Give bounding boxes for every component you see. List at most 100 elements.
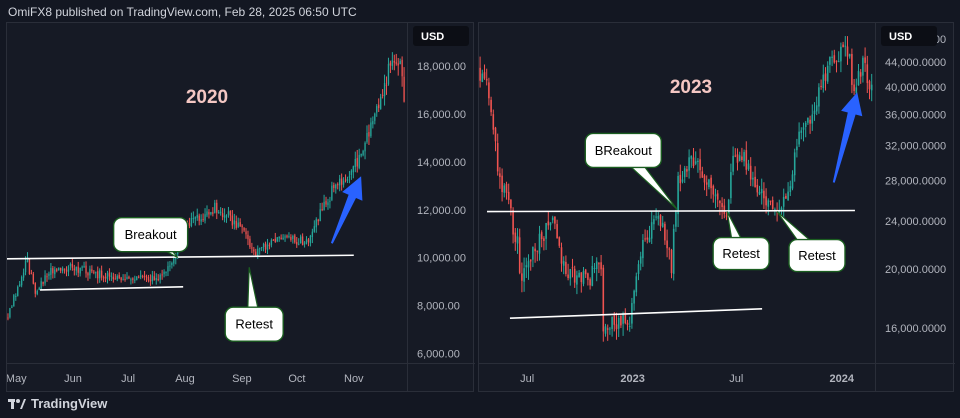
candle-body: [200, 219, 202, 222]
candle-body: [848, 54, 851, 57]
candle-body: [194, 217, 196, 219]
candle-body: [100, 270, 103, 278]
candle-body: [130, 279, 132, 281]
candle-body: [15, 295, 17, 297]
candle-body: [149, 279, 152, 282]
candle-body: [752, 177, 754, 180]
trend-arrow[interactable]: [832, 92, 863, 183]
candle: [204, 208, 206, 224]
candle-body: [85, 265, 87, 274]
candle-body: [719, 200, 721, 204]
candle-body: [59, 268, 62, 271]
candle: [218, 209, 220, 214]
candle: [534, 243, 536, 263]
candle: [282, 234, 284, 241]
candle-body: [481, 73, 484, 82]
y-tick-label: 44,000.0000: [885, 57, 946, 69]
candle-body: [483, 72, 486, 79]
support-line[interactable]: [509, 308, 763, 319]
candle-body: [44, 275, 46, 284]
candle-body: [690, 155, 693, 159]
candle: [385, 76, 388, 95]
candle-body: [260, 247, 263, 249]
candle: [221, 208, 224, 221]
candle-body: [325, 200, 327, 205]
candle: [354, 151, 356, 173]
candle-body: [385, 84, 388, 86]
candle: [196, 208, 198, 221]
candle: [791, 170, 794, 191]
candle-body: [276, 237, 278, 242]
callout-breakout[interactable]: BReakout: [584, 132, 678, 210]
candle-body: [112, 276, 115, 280]
candle-body: [139, 275, 142, 277]
currency-badge[interactable]: USD: [413, 26, 469, 46]
callout-retest[interactable]: Retest: [712, 211, 770, 271]
candle: [584, 268, 587, 278]
candle: [19, 281, 21, 287]
candle-body: [278, 236, 280, 239]
callout-retest[interactable]: Retest: [776, 211, 846, 273]
candle: [255, 248, 257, 257]
candle-body: [499, 173, 501, 178]
candle: [496, 133, 499, 176]
candle-body: [809, 119, 811, 124]
candle-body: [613, 315, 616, 325]
candle-body: [840, 46, 842, 62]
candle: [325, 196, 327, 208]
candle: [83, 261, 85, 268]
candle: [149, 274, 152, 286]
candle-body: [374, 113, 376, 121]
candle: [389, 60, 392, 73]
callout-retest[interactable]: Retest: [224, 267, 284, 342]
candle-body: [284, 236, 286, 238]
candle-body: [543, 238, 545, 241]
candle: [644, 229, 646, 242]
candle-body: [122, 279, 124, 281]
candle: [800, 127, 803, 140]
candle: [374, 112, 376, 125]
support-line[interactable]: [7, 254, 354, 260]
candle: [813, 102, 816, 121]
candle: [738, 151, 741, 162]
candle: [543, 236, 545, 251]
callout-box: [712, 236, 770, 271]
candle-body: [317, 219, 319, 222]
candle-body: [344, 179, 347, 181]
currency-badge[interactable]: USD: [881, 26, 937, 46]
candle: [804, 120, 807, 138]
candle: [106, 270, 109, 284]
chart-title: 2020: [186, 87, 228, 108]
candle: [642, 234, 644, 267]
candle-body: [204, 214, 206, 221]
candle: [208, 209, 210, 219]
candle: [340, 173, 343, 191]
candle: [837, 51, 840, 63]
candle: [370, 117, 372, 138]
candle: [235, 215, 237, 230]
candle-body: [765, 196, 767, 206]
candle-body: [110, 275, 113, 277]
candle-body: [395, 62, 397, 64]
candle-body: [529, 259, 532, 262]
trend-arrow[interactable]: [330, 176, 363, 244]
candle: [683, 165, 686, 184]
brand[interactable]: TradingView: [8, 396, 107, 411]
candle: [241, 224, 243, 234]
candle-body: [767, 200, 770, 207]
candle-body: [578, 272, 580, 278]
candle-body: [40, 281, 42, 289]
x-tick-label: Nov: [344, 373, 364, 385]
candle-body: [668, 248, 671, 250]
callout-breakout[interactable]: Breakout: [112, 216, 189, 259]
candle-body: [626, 322, 629, 325]
candle-body: [587, 273, 589, 280]
candle-body: [646, 237, 649, 240]
candle: [483, 64, 486, 80]
candle: [789, 180, 792, 197]
support-line[interactable]: [487, 209, 855, 213]
candle-body: [862, 57, 864, 76]
currency-label: USD: [889, 31, 912, 43]
support-line[interactable]: [40, 286, 184, 291]
candle-body: [648, 237, 651, 242]
